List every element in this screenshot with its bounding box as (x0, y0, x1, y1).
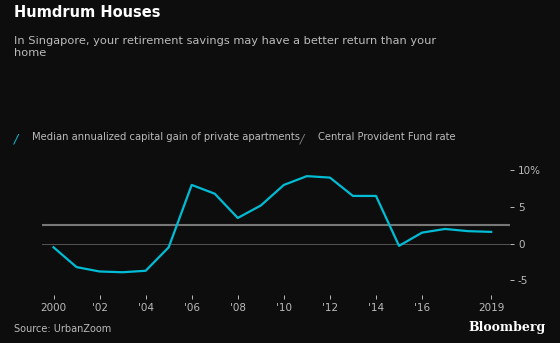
Text: Bloomberg: Bloomberg (469, 321, 546, 334)
Text: Median annualized capital gain of private apartments: Median annualized capital gain of privat… (32, 132, 301, 142)
Text: In Singapore, your retirement savings may have a better return than your
home: In Singapore, your retirement savings ma… (14, 36, 436, 58)
Text: Humdrum Houses: Humdrum Houses (14, 5, 161, 20)
Text: /: / (300, 132, 304, 145)
Text: Central Provident Fund rate: Central Provident Fund rate (318, 132, 456, 142)
Text: /: / (14, 132, 18, 145)
Text: Source: UrbanZoom: Source: UrbanZoom (14, 324, 111, 334)
